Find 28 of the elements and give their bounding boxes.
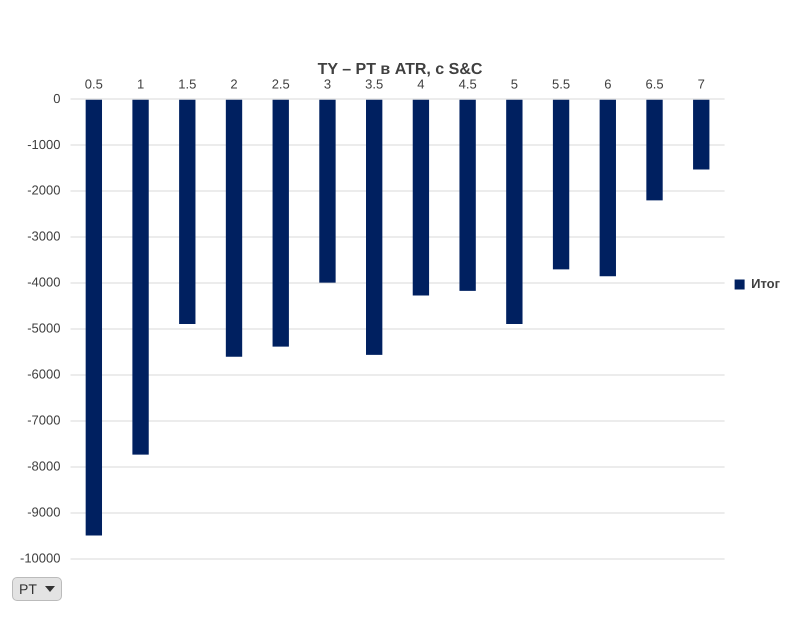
y-tick-label: -2000 — [27, 182, 60, 198]
x-tick-label: 6 — [604, 76, 612, 92]
x-tick-label: 4 — [417, 76, 425, 92]
y-tick-label: -1000 — [27, 136, 60, 152]
x-tick-label: 7 — [698, 76, 705, 92]
x-tick-label: 2.5 — [272, 76, 290, 92]
y-tick-label: -7000 — [27, 412, 60, 428]
x-tick-label: 6.5 — [645, 76, 664, 92]
x-tick-label: 1 — [136, 76, 144, 92]
y-tick-label: -5000 — [27, 320, 60, 336]
x-tick-label: 2 — [230, 76, 238, 92]
y-tick-label: -10000 — [20, 550, 60, 566]
chart-title: TY – PT в ATR, с S&C — [318, 61, 483, 78]
x-axis-title: PT — [19, 581, 37, 597]
y-tick-label: -4000 — [27, 274, 60, 290]
y-tick-label: -9000 — [27, 504, 60, 520]
x-tick-label: 4.5 — [458, 76, 477, 92]
x-tick-label: 5.5 — [552, 76, 570, 92]
x-tick-label: 5 — [510, 76, 518, 92]
legend-label: Итог — [751, 276, 781, 292]
x-tick-label: 0.5 — [84, 76, 103, 92]
y-tick-label: 0 — [53, 90, 60, 106]
y-tick-label: -3000 — [27, 228, 60, 244]
x-tick-label: 3.5 — [365, 76, 384, 92]
x-tick-label: 3 — [324, 76, 332, 92]
y-tick-label: -6000 — [27, 366, 60, 382]
y-tick-label: -8000 — [27, 458, 60, 474]
x-tick-label: 1.5 — [178, 76, 196, 92]
